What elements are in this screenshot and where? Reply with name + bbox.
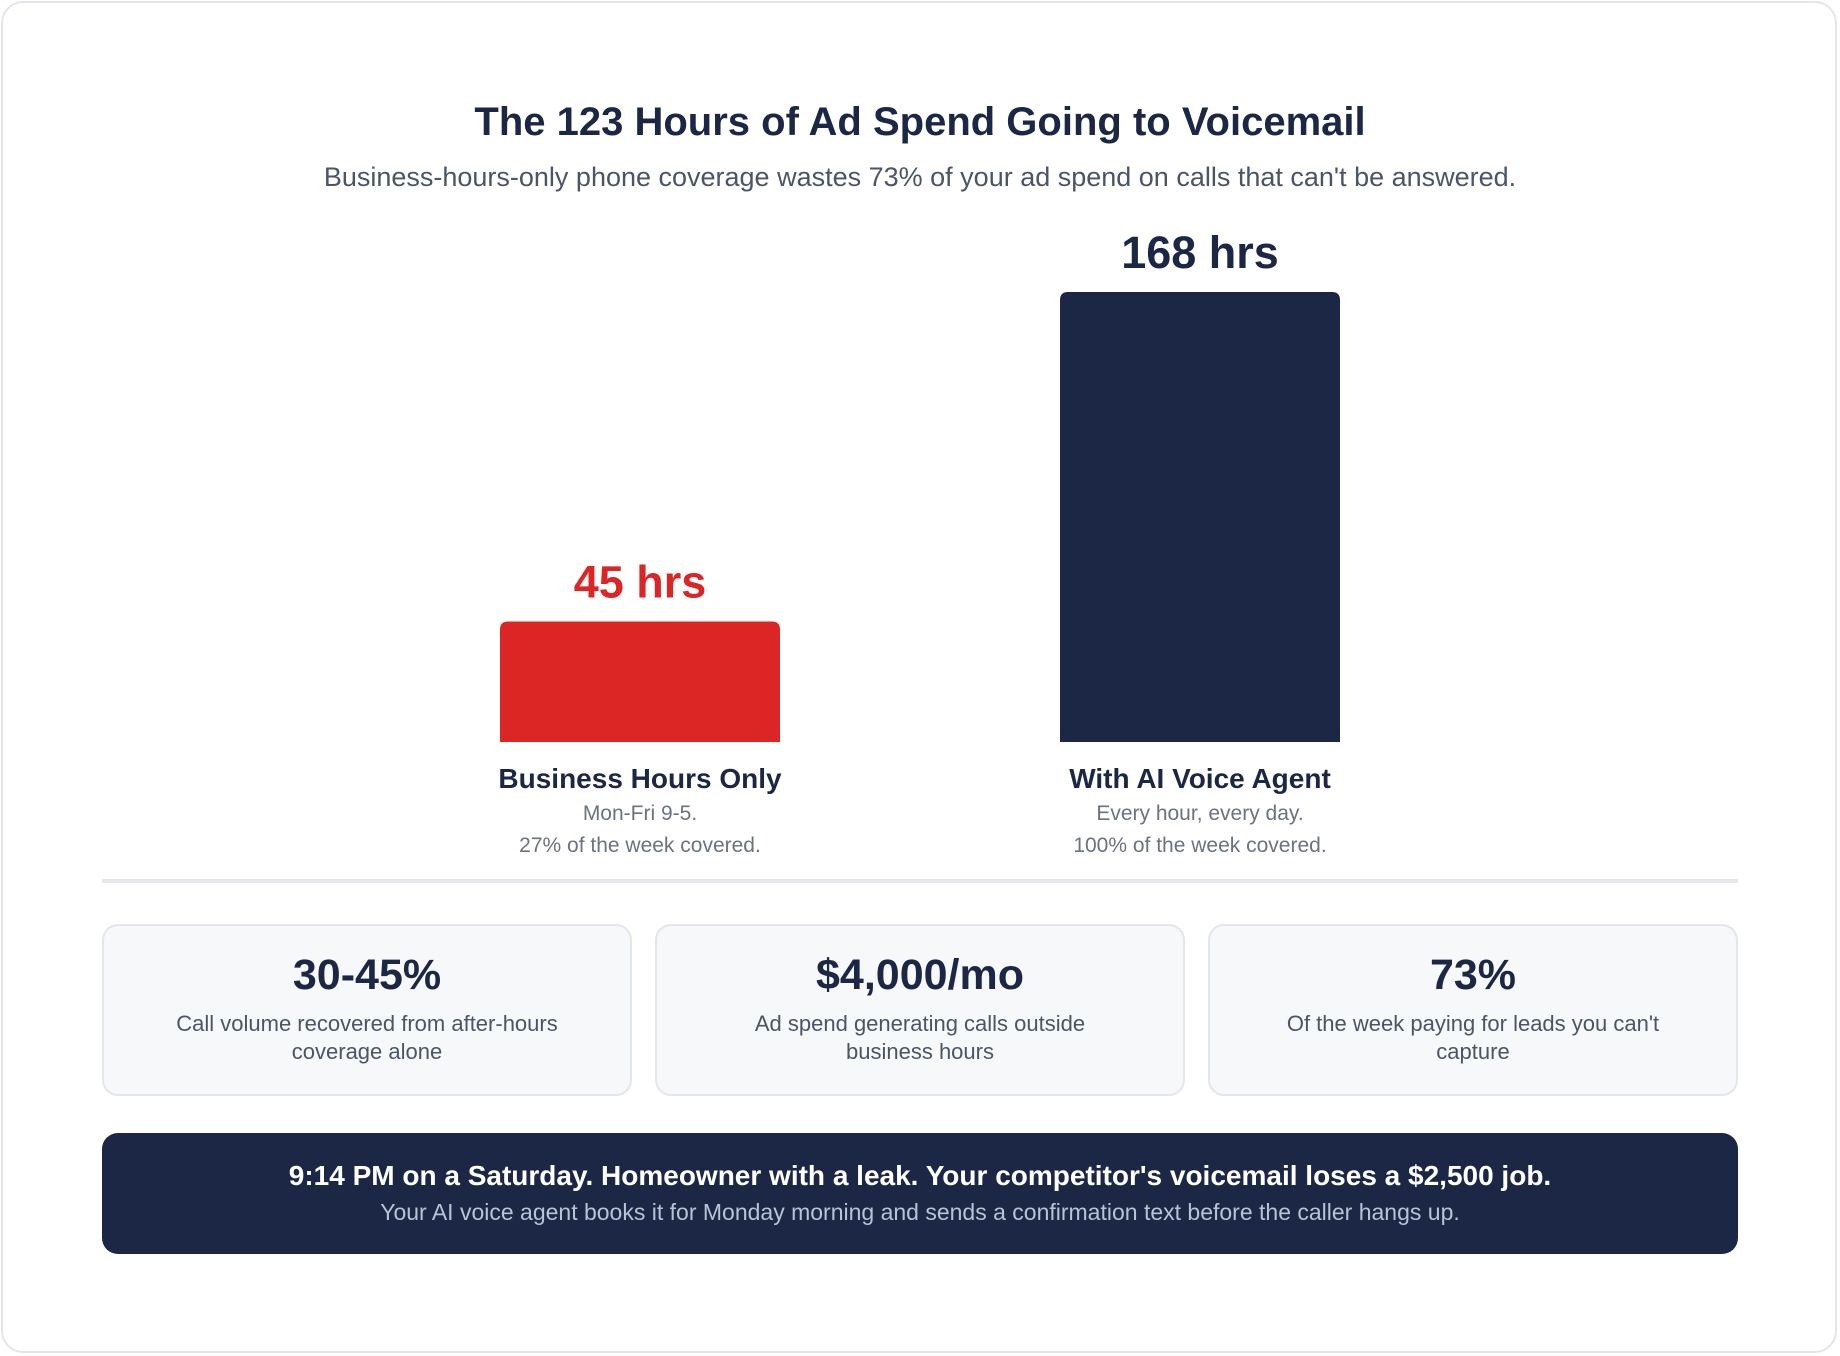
bar-value-label: 45 hrs: [574, 556, 707, 607]
bar-chart: 45 hrs 168 hrs: [500, 227, 1340, 742]
bar-business-hours: [500, 621, 780, 742]
category-desc-business-hours-line1: Mon-Fri 9-5.: [582, 802, 698, 825]
chart-title: The 123 Hours of Ad Spend Going to Voice…: [474, 100, 1366, 144]
category-desc-business-hours-line2: 27% of the week covered.: [519, 834, 761, 857]
stat-value: 30-45%: [292, 951, 442, 999]
stat-label: Of the week paying for leads you can't c…: [1286, 1011, 1660, 1064]
callout-banner: 9:14 PM on a Saturday. Homeowner with a …: [102, 1133, 1738, 1254]
category-label-business-hours: Business Hours Only: [498, 763, 782, 794]
banner-headline: 9:14 PM on a Saturday. Homeowner with a …: [288, 1160, 1552, 1191]
chart-subtitle: Business-hours-only phone coverage waste…: [323, 162, 1517, 192]
stat-card-call-volume: 30-45% Call volume recovered from after-…: [102, 924, 632, 1096]
bar-value-label: 168 hrs: [1121, 227, 1279, 278]
category-desc-ai-voice-agent-line2: 100% of the week covered.: [1073, 834, 1327, 857]
stat-label: Call volume recovered from after-hours c…: [176, 1011, 558, 1064]
stat-card-week-percent: 73% Of the week paying for leads you can…: [1208, 924, 1738, 1096]
category-desc-ai-voice-agent-line1: Every hour, every day.: [1096, 802, 1304, 825]
section-divider: [102, 879, 1738, 883]
stat-value: $4,000/mo: [816, 951, 1024, 999]
banner-subtext: Your AI voice agent books it for Monday …: [380, 1199, 1460, 1225]
stat-card-ad-spend: $4,000/mo Ad spend generating calls outs…: [655, 924, 1185, 1096]
stat-value: 73%: [1429, 951, 1517, 999]
category-label-ai-voice-agent: With AI Voice Agent: [1069, 763, 1331, 794]
bar-ai-voice-agent: [1060, 292, 1340, 742]
stat-label: Ad spend generating calls outside busine…: [754, 1011, 1086, 1064]
